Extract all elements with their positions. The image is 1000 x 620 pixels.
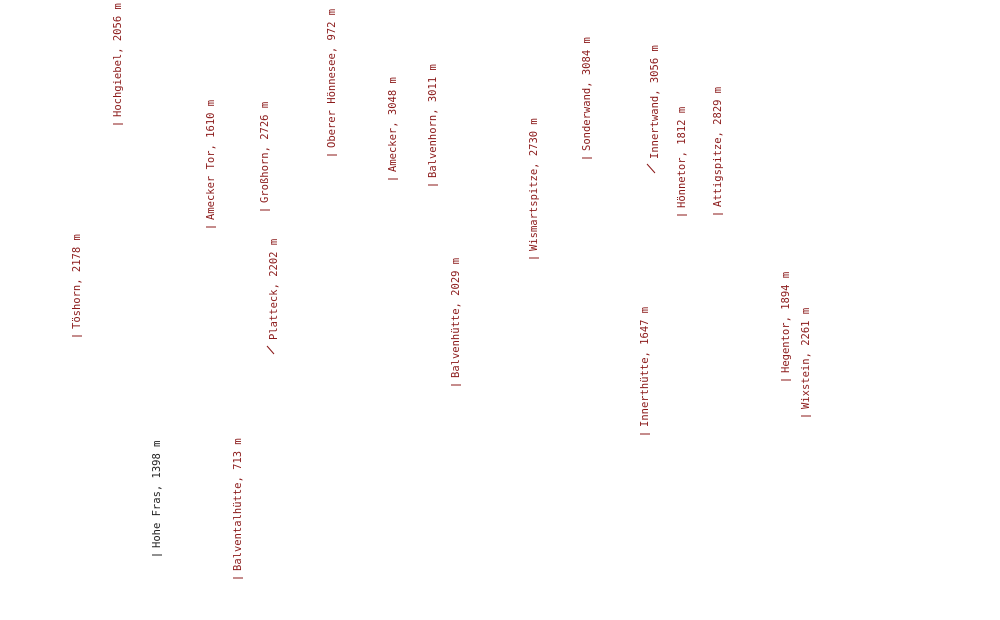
place-label: Sonderwand, 3084 m bbox=[581, 37, 593, 151]
place-label: Wismartspitze, 2730 m bbox=[528, 118, 540, 251]
place-label: Balvenhorn, 3011 m bbox=[427, 64, 439, 178]
place-label: Töshorn, 2178 m bbox=[71, 234, 83, 329]
place-label: Balvenhütte, 2029 m bbox=[450, 258, 462, 378]
place-label: Amecker Tor, 1610 m bbox=[205, 100, 217, 220]
place-label: Platteck, 2202 m bbox=[268, 239, 280, 340]
place-label: Hochgiebel, 2056 m bbox=[112, 3, 124, 117]
place-label: Hohe Fras, 1398 m bbox=[151, 441, 163, 548]
place-label: Hönnetor, 1812 m bbox=[676, 107, 688, 208]
place-label: Amecker, 3048 m bbox=[387, 77, 399, 172]
place-label: Oberer Hönnesee, 972 m bbox=[326, 9, 338, 148]
place-label: Innertwand, 3056 m bbox=[649, 45, 661, 159]
leader-line bbox=[266, 345, 275, 355]
place-label: Hegentor, 1894 m bbox=[780, 272, 792, 373]
place-label: Innerthütte, 1647 m bbox=[639, 307, 651, 427]
place-label: Wixstein, 2261 m bbox=[800, 308, 812, 409]
place-label: Balventalhütte, 713 m bbox=[232, 438, 244, 571]
map-label-group: Töshorn, 2178 m Hochgiebel, 2056 m Hohe … bbox=[71, 3, 812, 579]
place-label: Attigspitze, 2829 m bbox=[712, 87, 724, 207]
leader-line bbox=[646, 163, 656, 174]
place-label: Großhorn, 2726 m bbox=[259, 102, 271, 203]
